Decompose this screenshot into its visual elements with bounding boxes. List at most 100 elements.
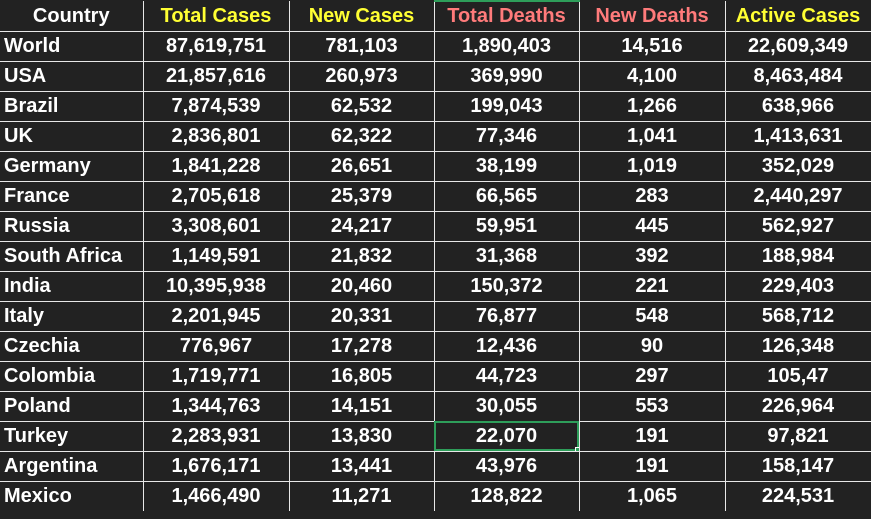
cell-total-deaths[interactable]: 199,043 (434, 91, 580, 122)
cell-total-deaths[interactable]: 43,976 (434, 451, 580, 482)
cell-new-deaths[interactable]: 1,041 (579, 121, 726, 152)
cell-active-cases[interactable]: 562,927 (725, 211, 871, 242)
cell-country[interactable]: Argentina (0, 451, 144, 482)
cell-new-deaths[interactable]: 221 (579, 271, 726, 302)
cell-new-deaths[interactable]: 1,266 (579, 91, 726, 122)
cell-new-cases[interactable]: 20,331 (289, 301, 435, 332)
cell-country[interactable]: Poland (0, 391, 144, 422)
cell-total-deaths[interactable]: 59,951 (434, 211, 580, 242)
cell-total-cases[interactable]: 1,466,490 (143, 481, 290, 511)
cell-active-cases[interactable]: 8,463,484 (725, 61, 871, 92)
cell-new-deaths[interactable]: 392 (579, 241, 726, 272)
cell-total-cases[interactable]: 2,705,618 (143, 181, 290, 212)
cell-total-cases[interactable]: 1,149,591 (143, 241, 290, 272)
cell-total-deaths[interactable]: 128,822 (434, 481, 580, 511)
cell-active-cases[interactable]: 126,348 (725, 331, 871, 362)
cell-new-cases[interactable]: 781,103 (289, 31, 435, 62)
cell-country[interactable]: USA (0, 61, 144, 92)
cell-active-cases[interactable]: 229,403 (725, 271, 871, 302)
cell-new-deaths[interactable]: 548 (579, 301, 726, 332)
cell-total-cases[interactable]: 87,619,751 (143, 31, 290, 62)
cell-country[interactable]: World (0, 31, 144, 62)
cell-active-cases[interactable]: 638,966 (725, 91, 871, 122)
header-new-cases[interactable]: New Cases (289, 1, 435, 32)
cell-total-cases[interactable]: 7,874,539 (143, 91, 290, 122)
cell-new-cases[interactable]: 62,322 (289, 121, 435, 152)
cell-new-cases[interactable]: 62,532 (289, 91, 435, 122)
header-active-cases[interactable]: Active Cases (725, 1, 871, 32)
cell-total-deaths[interactable]: 38,199 (434, 151, 580, 182)
cell-new-deaths[interactable]: 4,100 (579, 61, 726, 92)
cell-active-cases[interactable]: 105,47 (725, 361, 871, 392)
cell-total-cases[interactable]: 21,857,616 (143, 61, 290, 92)
header-total-cases[interactable]: Total Cases (143, 1, 290, 32)
cell-total-cases[interactable]: 776,967 (143, 331, 290, 362)
cell-country[interactable]: Turkey (0, 421, 144, 452)
cell-active-cases[interactable]: 226,964 (725, 391, 871, 422)
cell-active-cases[interactable]: 188,984 (725, 241, 871, 272)
cell-total-cases[interactable]: 3,308,601 (143, 211, 290, 242)
cell-new-cases[interactable]: 13,441 (289, 451, 435, 482)
cell-active-cases[interactable]: 352,029 (725, 151, 871, 182)
cell-total-cases[interactable]: 1,676,171 (143, 451, 290, 482)
cell-country[interactable]: Colombia (0, 361, 144, 392)
cell-new-deaths[interactable]: 297 (579, 361, 726, 392)
cell-active-cases[interactable]: 1,413,631 (725, 121, 871, 152)
cell-total-deaths[interactable]: 30,055 (434, 391, 580, 422)
header-total-deaths[interactable]: Total Deaths (434, 0, 580, 32)
cell-new-cases[interactable]: 20,460 (289, 271, 435, 302)
header-country[interactable]: Country (0, 1, 144, 32)
cell-active-cases[interactable]: 568,712 (725, 301, 871, 332)
cell-total-deaths[interactable]: 1,890,403 (434, 31, 580, 62)
cell-active-cases[interactable]: 97,821 (725, 421, 871, 452)
fill-handle[interactable] (574, 446, 578, 450)
cell-new-deaths[interactable]: 14,516 (579, 31, 726, 62)
cell-new-cases[interactable]: 17,278 (289, 331, 435, 362)
cell-country[interactable]: Brazil (0, 91, 144, 122)
cell-country[interactable]: Czechia (0, 331, 144, 362)
cell-active-cases[interactable]: 22,609,349 (725, 31, 871, 62)
cell-new-cases[interactable]: 260,973 (289, 61, 435, 92)
cell-total-deaths[interactable]: 44,723 (434, 361, 580, 392)
cell-new-cases[interactable]: 25,379 (289, 181, 435, 212)
cell-total-deaths[interactable]: 12,436 (434, 331, 580, 362)
cell-country[interactable]: Germany (0, 151, 144, 182)
cell-active-cases[interactable]: 158,147 (725, 451, 871, 482)
cell-total-deaths[interactable]: 369,990 (434, 61, 580, 92)
cell-new-deaths[interactable]: 445 (579, 211, 726, 242)
cell-new-cases[interactable]: 16,805 (289, 361, 435, 392)
cell-total-cases[interactable]: 2,201,945 (143, 301, 290, 332)
cell-new-deaths[interactable]: 191 (579, 451, 726, 482)
cell-new-cases[interactable]: 24,217 (289, 211, 435, 242)
cell-total-cases[interactable]: 2,836,801 (143, 121, 290, 152)
cell-country[interactable]: South Africa (0, 241, 144, 272)
cell-total-cases[interactable]: 10,395,938 (143, 271, 290, 302)
cell-total-deaths[interactable]: 76,877 (434, 301, 580, 332)
cell-active-cases[interactable]: 224,531 (725, 481, 871, 511)
cell-total-cases[interactable]: 1,344,763 (143, 391, 290, 422)
header-new-deaths[interactable]: New Deaths (579, 1, 726, 32)
cell-new-deaths[interactable]: 1,065 (579, 481, 726, 511)
cell-new-cases[interactable]: 13,830 (289, 421, 435, 452)
cell-new-cases[interactable]: 14,151 (289, 391, 435, 422)
cell-new-deaths[interactable]: 191 (579, 421, 726, 452)
cell-active-cases[interactable]: 2,440,297 (725, 181, 871, 212)
cell-new-cases[interactable]: 26,651 (289, 151, 435, 182)
cell-new-deaths[interactable]: 283 (579, 181, 726, 212)
cell-country[interactable]: UK (0, 121, 144, 152)
cell-total-deaths[interactable]: 66,565 (434, 181, 580, 212)
cell-new-deaths[interactable]: 90 (579, 331, 726, 362)
cell-total-cases[interactable]: 1,841,228 (143, 151, 290, 182)
cell-country[interactable]: India (0, 271, 144, 302)
cell-total-deaths[interactable]: 150,372 (434, 271, 580, 302)
cell-country[interactable]: France (0, 181, 144, 212)
cell-country[interactable]: Italy (0, 301, 144, 332)
cell-new-cases[interactable]: 11,271 (289, 481, 435, 511)
cell-total-cases[interactable]: 1,719,771 (143, 361, 290, 392)
cell-new-deaths[interactable]: 1,019 (579, 151, 726, 182)
cell-new-cases[interactable]: 21,832 (289, 241, 435, 272)
cell-country[interactable]: Russia (0, 211, 144, 242)
cell-total-deaths[interactable]: 31,368 (434, 241, 580, 272)
selected-cell-total-deaths[interactable]: 22,070 (434, 421, 580, 452)
cell-total-cases[interactable]: 2,283,931 (143, 421, 290, 452)
